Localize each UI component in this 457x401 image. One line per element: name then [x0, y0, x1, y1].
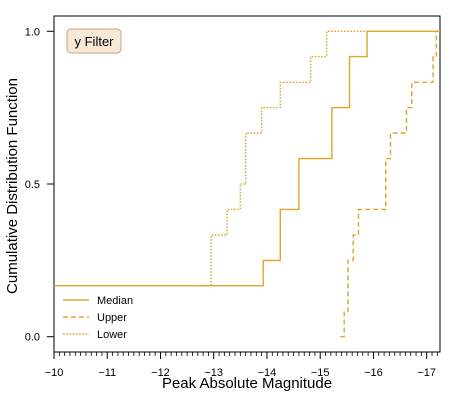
x-tick-label: −10 — [45, 367, 64, 379]
y-tick-label: 0.5 — [25, 179, 40, 191]
x-tick-label: −16 — [364, 367, 383, 379]
filter-label: y Filter — [75, 34, 115, 49]
legend: Median Upper Lower — [63, 295, 133, 341]
y-tick-label: 1.0 — [25, 26, 40, 38]
series-layer — [54, 30, 440, 338]
legend-label-lower: Lower — [97, 329, 127, 341]
axis-layer: −10 −11 −12 −13 −14 −15 −16 −17 0.0 0.5 1.0 — [25, 26, 438, 379]
x-tick-label: −14 — [258, 367, 277, 379]
x-tick-label: −11 — [98, 367, 116, 379]
legend-label-median: Median — [97, 295, 133, 307]
x-tick-label: −13 — [204, 367, 223, 379]
x-axis-label: Peak Absolute Magnitude — [162, 375, 332, 392]
y-tick-label: 0.0 — [25, 332, 40, 344]
x-tick-label: −17 — [417, 367, 436, 379]
y-axis-label: Cumulative Distribution Function — [4, 78, 21, 294]
x-tick-label: −15 — [311, 367, 330, 379]
series-upper-line — [340, 30, 440, 338]
legend-label-upper: Upper — [97, 312, 127, 324]
filter-badge: y Filter — [66, 28, 122, 54]
series-median-line — [54, 30, 440, 287]
x-tick-label: −12 — [151, 367, 170, 379]
